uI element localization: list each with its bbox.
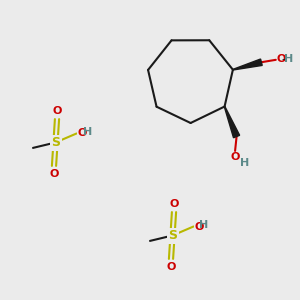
Text: O: O — [49, 169, 59, 179]
Text: H: H — [82, 127, 92, 137]
Text: H: H — [200, 220, 209, 230]
Text: H: H — [284, 54, 293, 64]
Text: O: O — [230, 152, 240, 162]
Text: O: O — [52, 106, 62, 116]
Text: -: - — [282, 54, 286, 64]
Text: O: O — [194, 221, 203, 232]
Text: O: O — [77, 128, 86, 139]
Text: O: O — [166, 262, 176, 272]
Text: S: S — [51, 136, 60, 149]
Text: H: H — [241, 158, 250, 167]
Polygon shape — [224, 106, 240, 138]
Text: S: S — [31, 148, 32, 149]
Text: O: O — [276, 54, 286, 64]
Polygon shape — [233, 59, 262, 70]
Text: S: S — [168, 229, 177, 242]
Text: O: O — [169, 199, 179, 209]
